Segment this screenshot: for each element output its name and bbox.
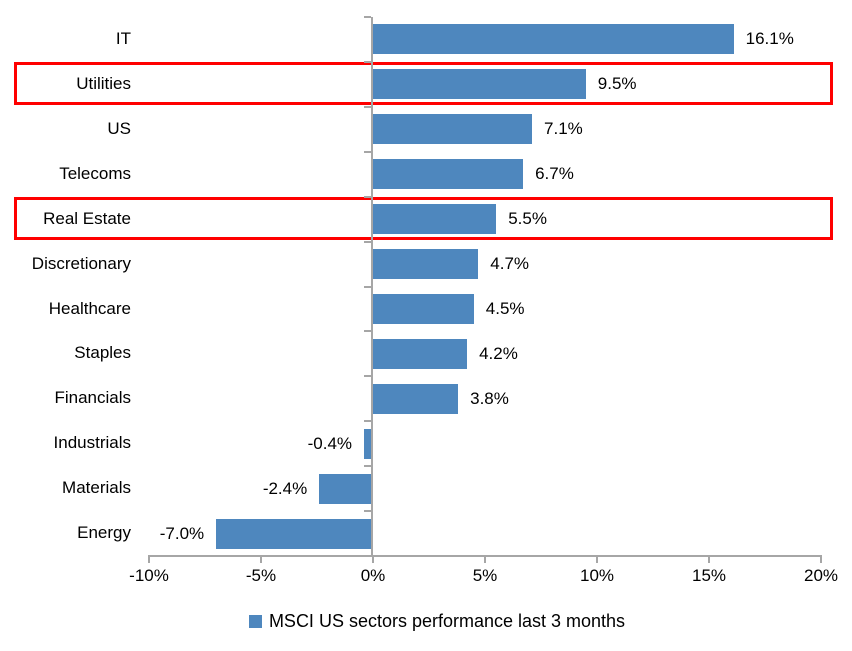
highlight-box [14, 61, 833, 105]
bar [373, 338, 468, 369]
category-label: Financials [54, 388, 131, 408]
value-label: 3.8% [470, 388, 509, 408]
category-tick [364, 330, 371, 333]
bar [373, 383, 459, 414]
bar [216, 518, 373, 549]
category-tick [364, 195, 371, 198]
x-axis-tick [484, 555, 486, 563]
category-label: Utilities [76, 73, 131, 93]
bar [373, 69, 586, 100]
category-label: US [107, 118, 131, 138]
value-label: -7.0% [159, 523, 205, 543]
highlight-box [14, 196, 833, 240]
value-label: 6.7% [535, 164, 574, 184]
category-label: Energy [77, 523, 131, 543]
x-axis-tick [820, 555, 822, 563]
bar [364, 428, 373, 459]
x-tick-label: 5% [472, 566, 498, 585]
category-label: Industrials [53, 433, 131, 453]
value-label: 7.1% [544, 119, 583, 139]
category-label: Discretionary [31, 253, 131, 273]
category-tick [364, 240, 371, 243]
legend: MSCI US sectors performance last 3 month… [0, 611, 852, 632]
category-label: Telecoms [59, 163, 131, 183]
value-label: -0.4% [307, 433, 353, 453]
category-tick [364, 16, 371, 18]
y-axis-line [371, 17, 373, 556]
category-label: Staples [74, 343, 131, 363]
bar [373, 204, 497, 235]
category-label: IT [115, 29, 131, 48]
bar [373, 159, 524, 190]
category-tick [364, 285, 371, 288]
x-axis-tick [148, 555, 150, 563]
category-tick [364, 420, 371, 423]
category-tick [364, 375, 371, 378]
category-tick [364, 60, 371, 63]
value-label: 9.5% [597, 74, 637, 94]
x-tick-label: -10% [129, 566, 169, 585]
x-tick-label: 10% [579, 566, 615, 585]
legend-marker-icon [248, 615, 262, 628]
value-label: 4.7% [490, 254, 530, 274]
category-tick [364, 510, 371, 513]
bar [373, 249, 479, 280]
x-axis-tick [260, 555, 262, 563]
legend-label: MSCI US sectors performance last 3 month… [268, 611, 626, 631]
value-label: 5.5% [508, 209, 547, 229]
x-tick-label: 15% [691, 566, 727, 585]
category-label: Materials [62, 478, 131, 498]
value-label: 16.1% [745, 29, 794, 49]
x-axis-tick [372, 555, 374, 563]
category-label: Healthcare [48, 298, 131, 318]
bar [373, 24, 734, 55]
x-tick-label: -5% [245, 566, 277, 585]
value-label: -2.4% [262, 478, 308, 498]
value-label: 4.2% [479, 343, 518, 363]
value-label: 4.5% [485, 298, 525, 318]
bar [373, 114, 533, 145]
x-tick-label: 20% [803, 566, 839, 585]
category-label: Real Estate [43, 208, 131, 228]
category-tick [364, 150, 371, 153]
category-tick [364, 465, 371, 468]
bar [319, 473, 373, 504]
x-axis-tick [596, 555, 598, 563]
category-tick [364, 105, 371, 108]
bar [373, 293, 474, 324]
x-axis-tick [708, 555, 710, 563]
x-tick-label: 0% [360, 566, 386, 585]
